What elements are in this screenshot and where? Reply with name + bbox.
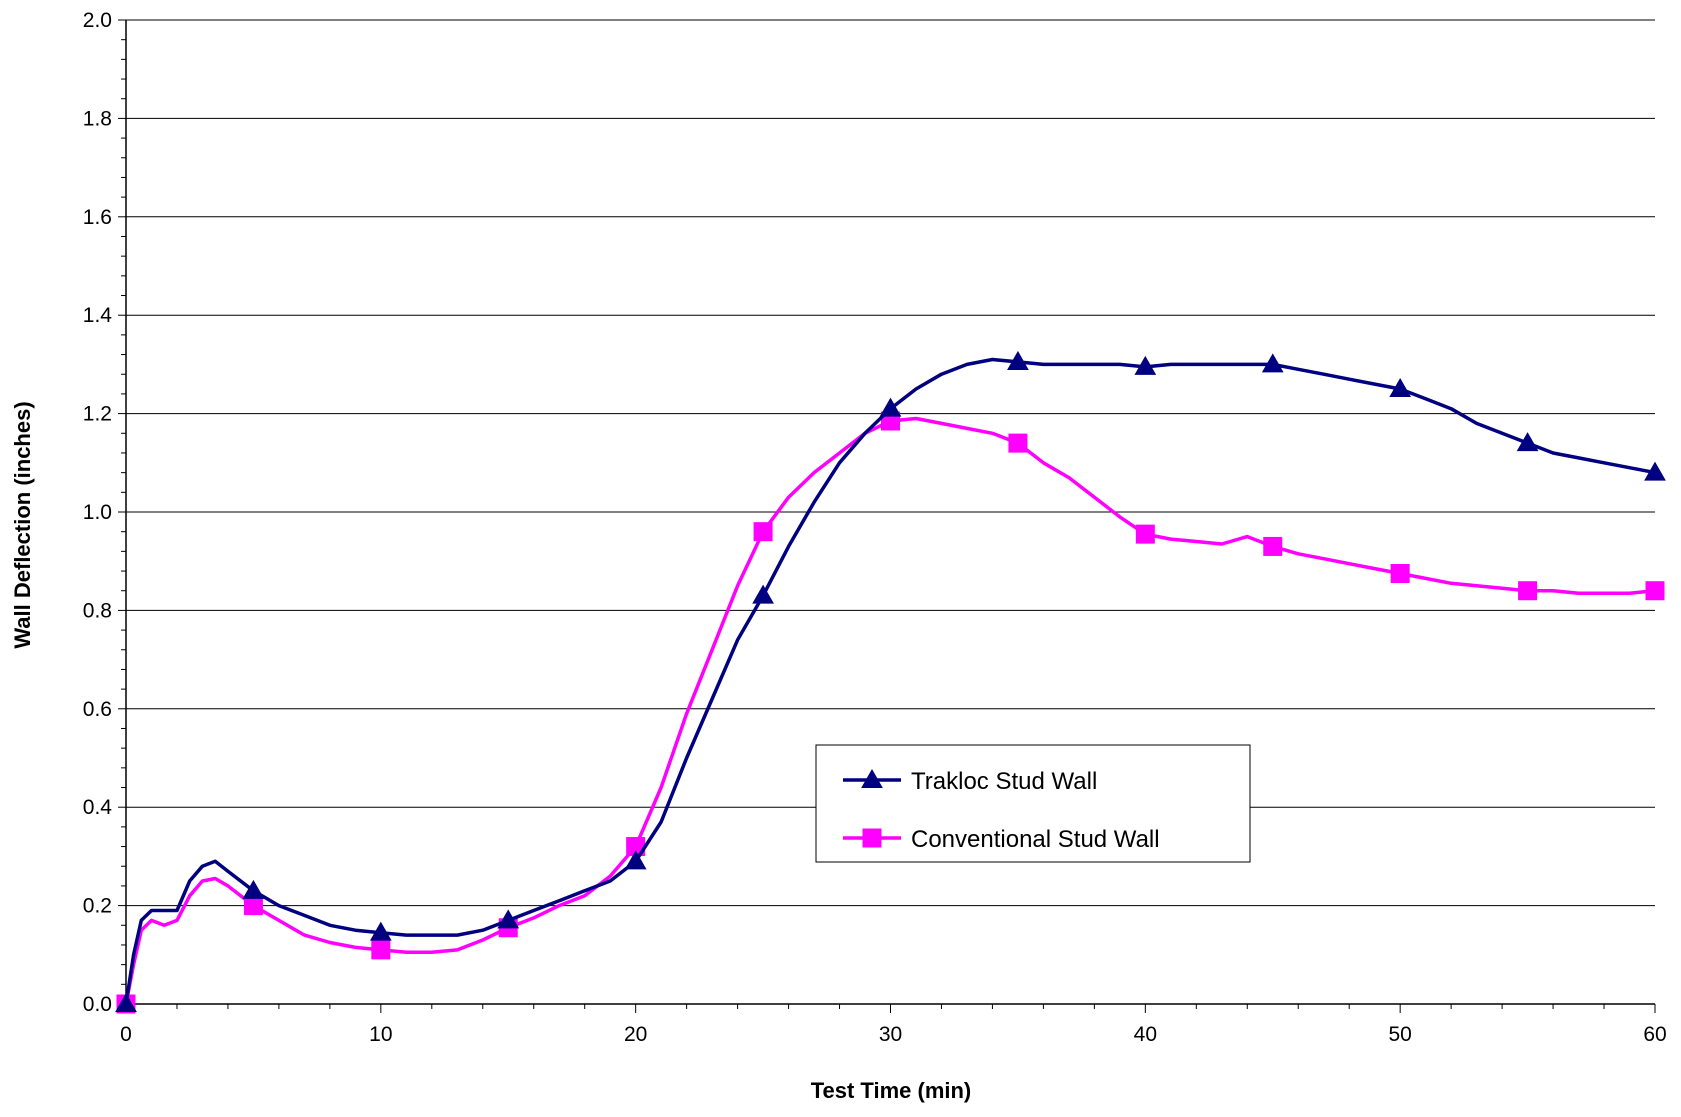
x-tick-label: 20 xyxy=(624,1023,647,1046)
data-point-marker xyxy=(1390,564,1410,583)
x-tick-label: 0 xyxy=(120,1023,132,1046)
y-tick-label: 0.4 xyxy=(83,796,113,819)
data-point-marker xyxy=(1263,536,1283,556)
data-point-marker xyxy=(1389,377,1412,397)
x-tick-label: 60 xyxy=(1643,1023,1666,1046)
y-tick-label: 0.2 xyxy=(83,895,112,918)
data-point-marker xyxy=(1518,581,1538,601)
data-point-marker xyxy=(1008,433,1028,453)
data-point-marker xyxy=(371,940,391,960)
y-tick-label: 0.8 xyxy=(83,599,112,622)
data-point-marker xyxy=(1516,432,1539,452)
data-point-marker xyxy=(752,584,774,604)
y-tick-label: 0.0 xyxy=(83,993,112,1016)
data-point-marker xyxy=(879,397,902,417)
legend-swatch-marker xyxy=(861,768,883,788)
y-tick-label: 0.6 xyxy=(83,698,112,721)
data-point-marker xyxy=(624,850,647,870)
series-layer xyxy=(115,350,1666,1014)
y-tick-label: 1.6 xyxy=(83,206,112,229)
data-point-marker xyxy=(1135,524,1155,544)
data-point-marker xyxy=(1007,350,1029,370)
legend-label: Conventional Stud Wall xyxy=(911,826,1160,853)
y-tick-label: 1.8 xyxy=(83,107,112,130)
x-axis-title: Test Time (min) xyxy=(811,1078,972,1103)
y-tick-label: 2.0 xyxy=(83,9,112,32)
data-point-marker xyxy=(115,992,137,1012)
legend-entry: Conventional Stud Wall xyxy=(843,826,1160,853)
legend: Trakloc Stud Wall Conventional Stud Wall xyxy=(815,744,1251,863)
series-line xyxy=(124,416,1656,1005)
data-point-marker xyxy=(497,909,520,929)
data-point-marker xyxy=(753,522,773,542)
y-tick-label: 1.4 xyxy=(83,304,113,327)
legend-entry: Trakloc Stud Wall xyxy=(843,768,1097,795)
x-axis-ticks: 0 10 20 30 40 50 60 xyxy=(120,1004,1667,1046)
data-point-marker xyxy=(1134,355,1157,375)
data-point-marker xyxy=(1644,461,1666,481)
x-tick-label: 30 xyxy=(879,1023,902,1046)
data-point-marker xyxy=(243,896,263,916)
x-tick-label: 50 xyxy=(1388,1023,1411,1046)
y-axis-ticks: 0.0 0.2 0.4 0.6 0.8 1.0 1.2 1.4 1.6 1.8 2.0 xyxy=(83,9,126,1016)
legend-swatch-marker xyxy=(862,828,882,848)
data-point-marker xyxy=(242,879,265,899)
x-tick-label: 40 xyxy=(1134,1023,1157,1046)
data-point-marker xyxy=(369,921,392,941)
y-tick-label: 1.2 xyxy=(83,403,112,426)
legend-box xyxy=(815,744,1251,863)
series-trakloc xyxy=(115,350,1666,1012)
series-line xyxy=(124,357,1656,1005)
legend-label: Trakloc Stud Wall xyxy=(911,768,1097,795)
x-tick-label: 10 xyxy=(369,1023,392,1046)
y-tick-label: 1.0 xyxy=(83,501,112,524)
data-point-marker xyxy=(1261,353,1284,373)
data-point-marker xyxy=(1645,581,1665,601)
y-axis-title: Wall Deflection (inches) xyxy=(10,401,35,648)
